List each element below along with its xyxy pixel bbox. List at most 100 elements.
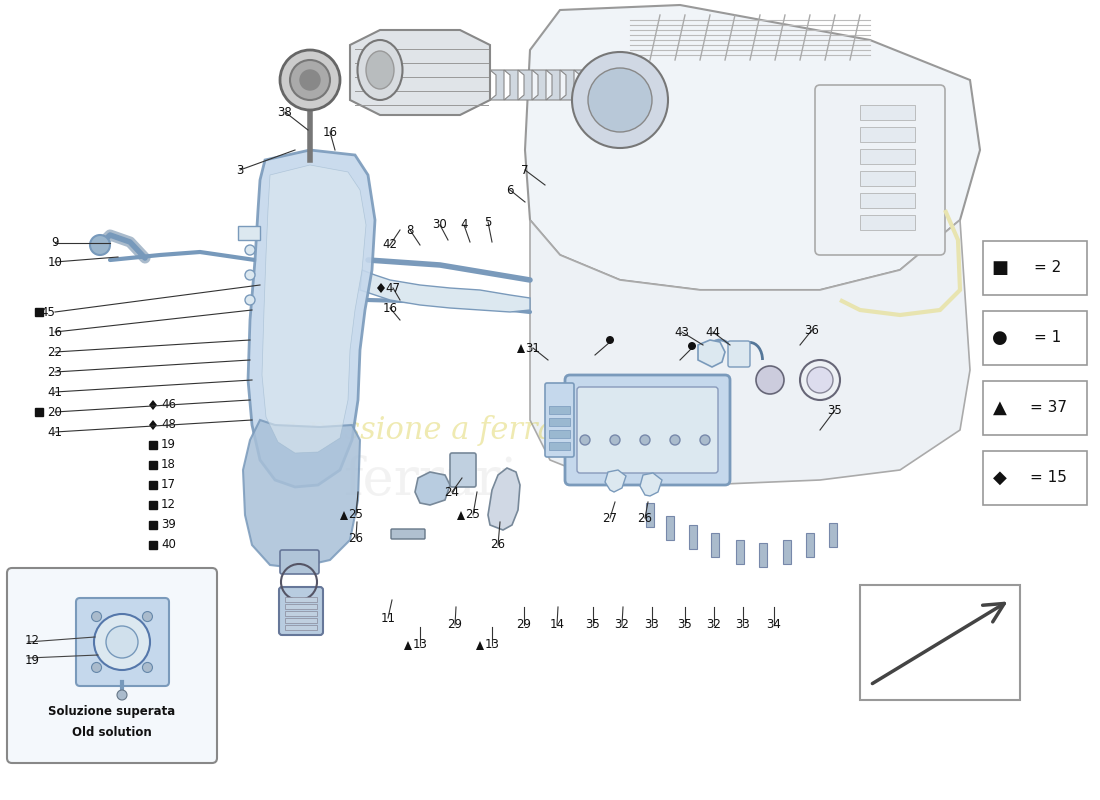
Polygon shape xyxy=(490,70,504,100)
Text: 33: 33 xyxy=(736,618,750,631)
Text: 7: 7 xyxy=(521,163,529,177)
Bar xyxy=(806,533,814,557)
Circle shape xyxy=(700,435,710,445)
Circle shape xyxy=(106,626,138,658)
Circle shape xyxy=(117,690,126,700)
Text: 35: 35 xyxy=(585,618,601,631)
Circle shape xyxy=(94,614,150,670)
Text: 40: 40 xyxy=(161,538,176,551)
Text: 31: 31 xyxy=(526,342,540,354)
Text: Soluzione superata: Soluzione superata xyxy=(48,706,176,718)
Polygon shape xyxy=(488,468,520,530)
FancyBboxPatch shape xyxy=(983,451,1087,505)
Polygon shape xyxy=(148,400,157,410)
Text: 34: 34 xyxy=(767,618,781,631)
Bar xyxy=(285,604,317,609)
Bar xyxy=(829,523,837,547)
Polygon shape xyxy=(377,283,385,293)
Text: 18: 18 xyxy=(161,458,176,471)
Bar xyxy=(646,503,654,527)
Text: 19: 19 xyxy=(161,438,176,451)
Text: 29: 29 xyxy=(448,618,462,631)
FancyBboxPatch shape xyxy=(450,453,476,487)
Text: 16: 16 xyxy=(47,326,63,338)
Bar xyxy=(148,581,157,589)
Polygon shape xyxy=(476,641,484,650)
Text: 30: 30 xyxy=(432,218,448,231)
Text: 12: 12 xyxy=(161,498,176,511)
Polygon shape xyxy=(350,30,490,115)
Polygon shape xyxy=(415,472,450,505)
Bar xyxy=(549,418,570,426)
Circle shape xyxy=(580,435,590,445)
Polygon shape xyxy=(456,511,465,520)
Circle shape xyxy=(280,50,340,110)
Text: 28: 28 xyxy=(161,578,176,591)
Text: 10: 10 xyxy=(47,255,63,269)
Text: 8: 8 xyxy=(406,223,414,237)
Bar xyxy=(549,430,570,438)
Text: 41: 41 xyxy=(47,386,63,398)
FancyBboxPatch shape xyxy=(728,341,750,367)
Circle shape xyxy=(91,662,101,673)
Text: 17: 17 xyxy=(161,478,176,491)
Text: 43: 43 xyxy=(674,326,690,338)
Text: 13: 13 xyxy=(412,638,428,651)
Bar xyxy=(148,501,157,509)
Text: 48: 48 xyxy=(161,418,176,431)
Circle shape xyxy=(640,435,650,445)
Text: 39: 39 xyxy=(161,518,176,531)
FancyBboxPatch shape xyxy=(280,550,319,574)
Polygon shape xyxy=(518,70,532,100)
Text: ferrari: ferrari xyxy=(343,454,517,506)
Text: 36: 36 xyxy=(804,323,820,337)
Text: 35: 35 xyxy=(678,618,692,631)
Bar xyxy=(148,521,157,529)
Text: 13: 13 xyxy=(485,638,499,651)
Text: 19: 19 xyxy=(25,654,40,666)
Bar xyxy=(285,618,317,623)
Bar xyxy=(860,193,915,208)
Polygon shape xyxy=(640,473,662,496)
FancyBboxPatch shape xyxy=(279,587,323,635)
Bar xyxy=(148,461,157,469)
Text: 46: 46 xyxy=(161,398,176,411)
Text: 20: 20 xyxy=(47,406,63,418)
Circle shape xyxy=(756,366,784,394)
Bar xyxy=(736,540,744,564)
Text: 21: 21 xyxy=(161,598,176,611)
Circle shape xyxy=(572,52,668,148)
Polygon shape xyxy=(602,70,616,100)
Polygon shape xyxy=(588,70,602,100)
Bar xyxy=(238,226,260,240)
Text: 4: 4 xyxy=(460,218,467,231)
Bar xyxy=(711,533,719,557)
Text: Old solution: Old solution xyxy=(73,726,152,738)
Polygon shape xyxy=(248,150,375,487)
Bar xyxy=(148,481,157,489)
Polygon shape xyxy=(504,70,518,100)
Circle shape xyxy=(245,295,255,305)
Bar xyxy=(783,540,791,564)
Polygon shape xyxy=(148,420,157,430)
FancyBboxPatch shape xyxy=(983,381,1087,435)
FancyBboxPatch shape xyxy=(7,568,217,763)
Text: 33: 33 xyxy=(645,618,659,631)
Text: = 15: = 15 xyxy=(1030,470,1066,486)
Text: 38: 38 xyxy=(277,106,293,118)
Bar xyxy=(35,308,43,316)
Circle shape xyxy=(807,367,833,393)
Text: 11: 11 xyxy=(381,611,396,625)
Circle shape xyxy=(91,611,101,622)
Bar xyxy=(860,105,915,120)
Text: 26: 26 xyxy=(491,538,506,551)
Text: 16: 16 xyxy=(383,302,397,314)
Text: 26: 26 xyxy=(638,511,652,525)
FancyBboxPatch shape xyxy=(983,241,1087,295)
FancyBboxPatch shape xyxy=(815,85,945,255)
Circle shape xyxy=(606,336,614,344)
Bar xyxy=(285,597,317,602)
Polygon shape xyxy=(525,5,980,290)
Text: = 1: = 1 xyxy=(1034,330,1062,346)
Text: 29: 29 xyxy=(517,618,531,631)
